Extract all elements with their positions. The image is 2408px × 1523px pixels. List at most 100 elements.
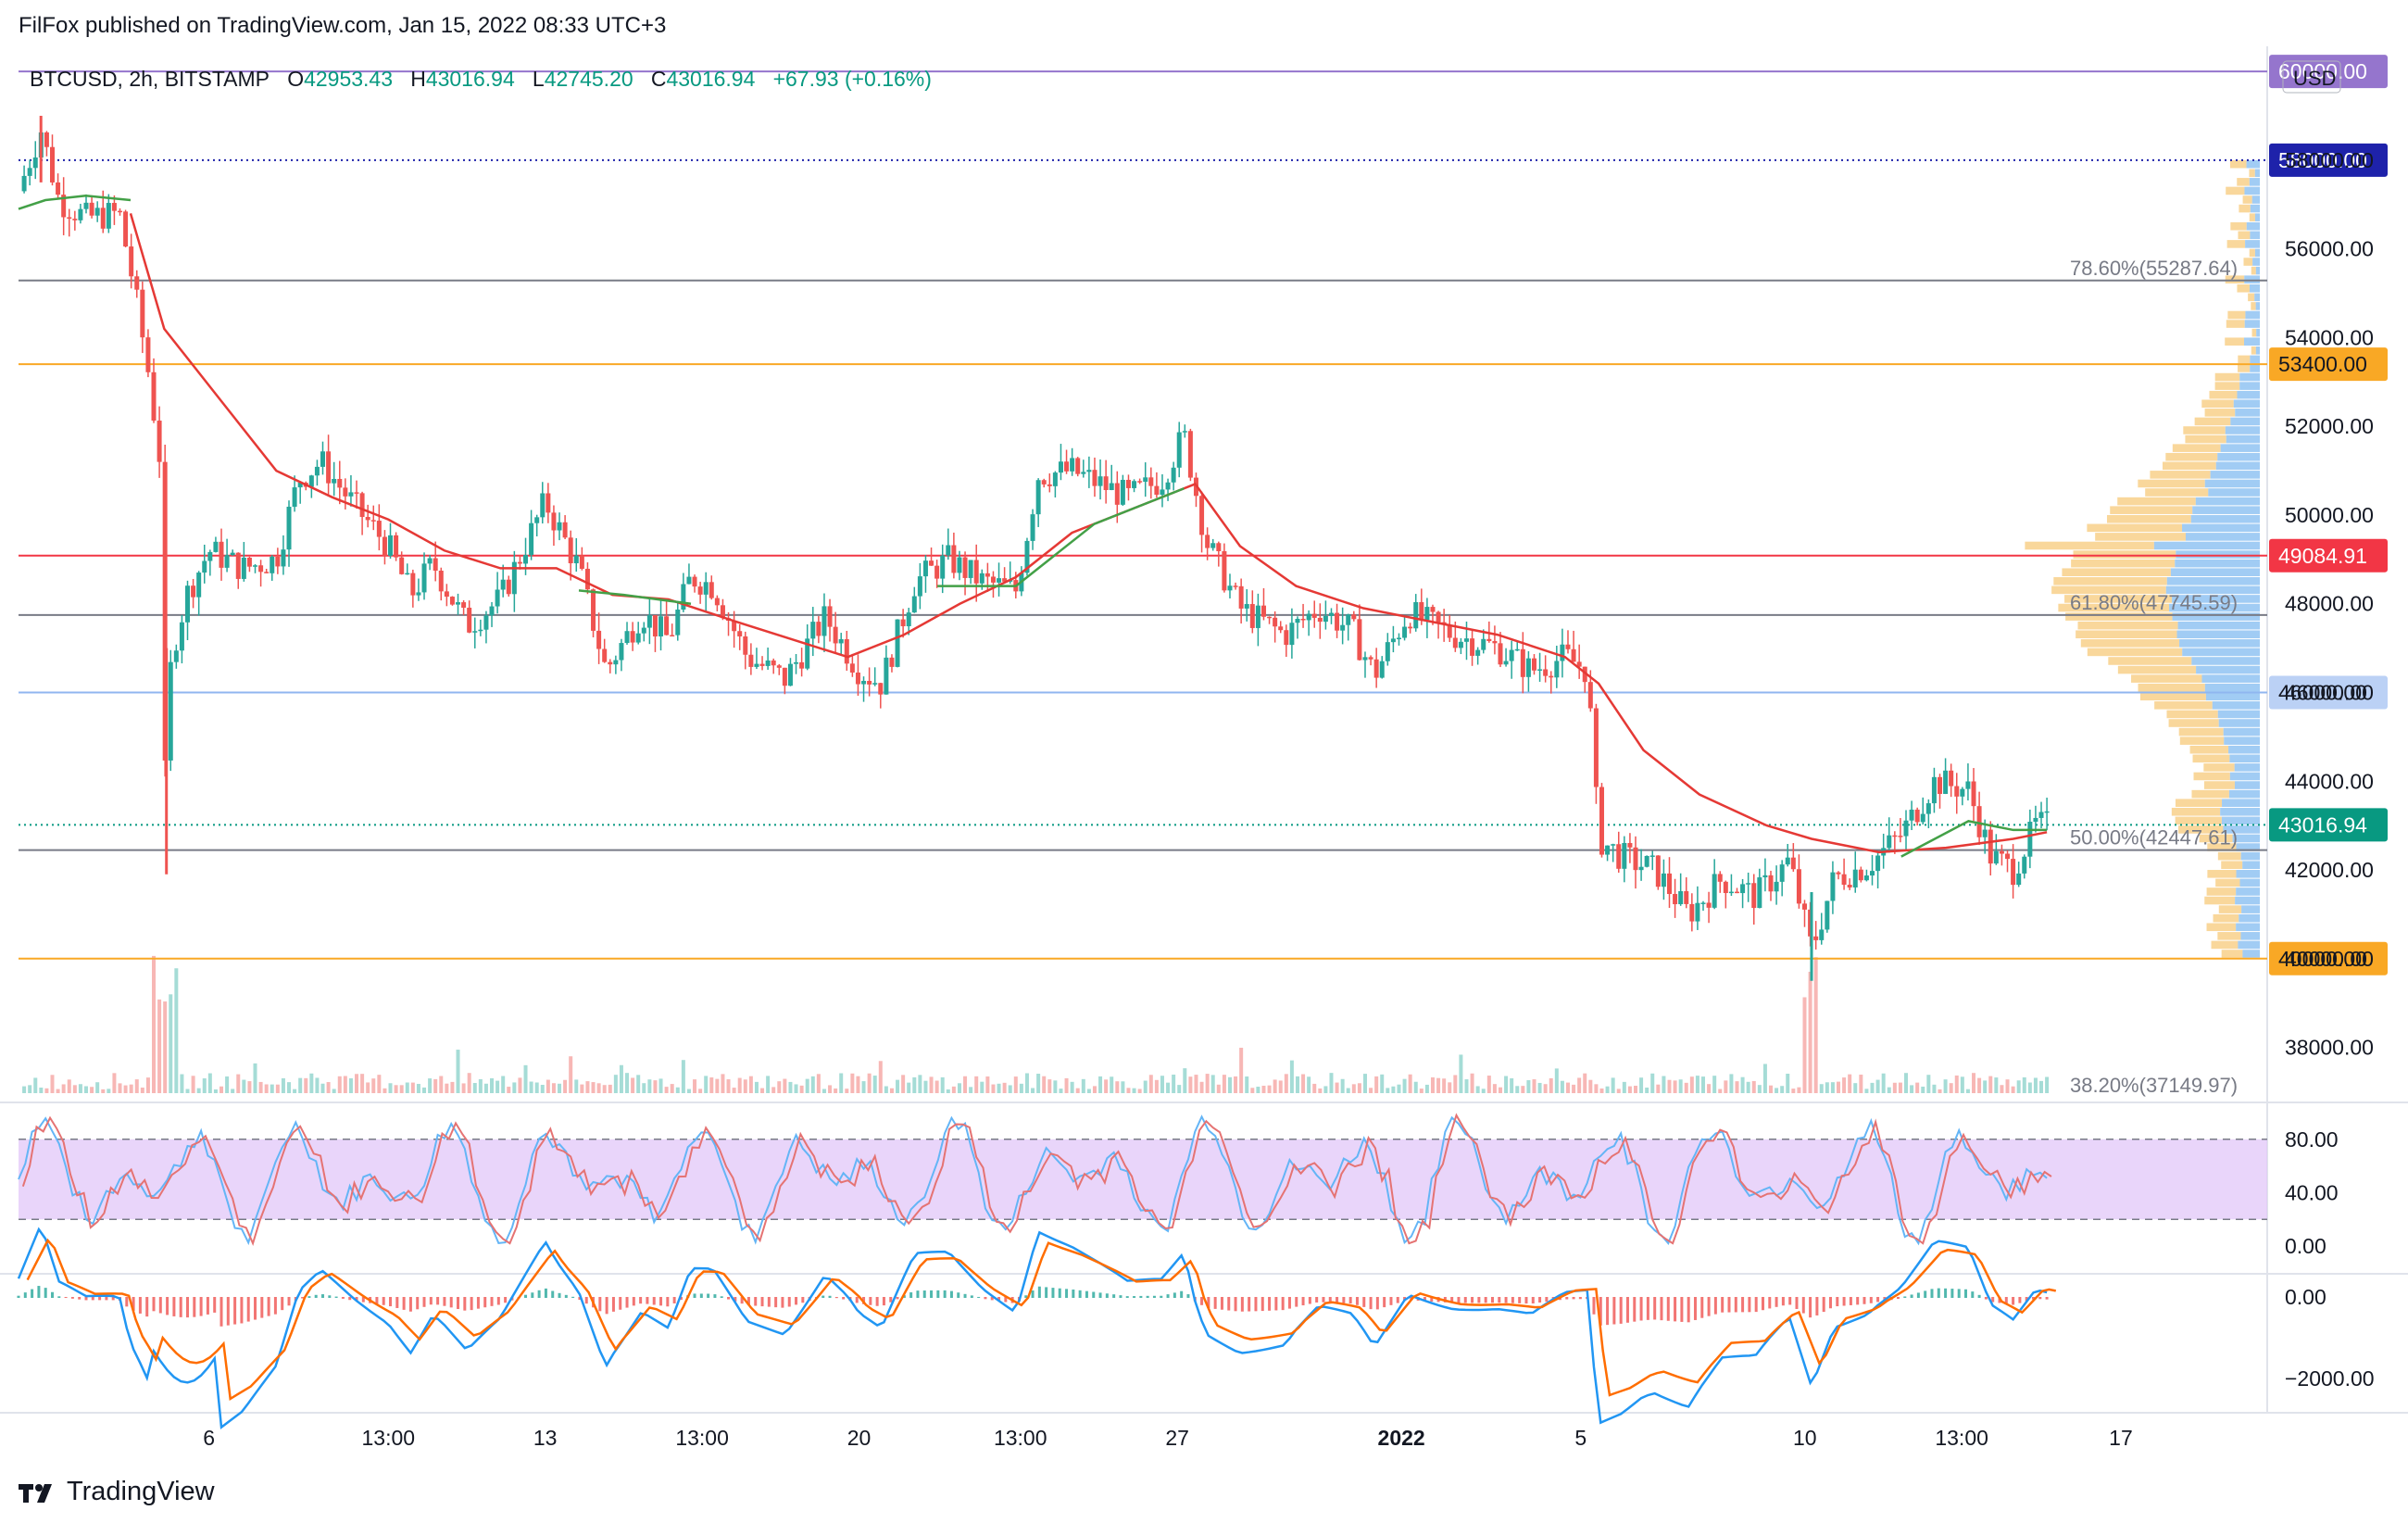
candle-body xyxy=(376,521,382,537)
macd-histogram-bar xyxy=(1450,1297,1454,1303)
volume-bar xyxy=(450,1081,455,1093)
candle-body xyxy=(1503,661,1509,665)
profile-bar-sell xyxy=(2239,204,2251,213)
macd-histogram-bar xyxy=(395,1297,399,1308)
candle-body xyxy=(844,638,849,664)
candle-body xyxy=(246,557,252,567)
high-key: H xyxy=(410,67,426,91)
volume-bar xyxy=(1926,1075,1931,1093)
volume-bar xyxy=(44,1088,49,1093)
candle-body xyxy=(1075,458,1081,474)
profile-bar-buy xyxy=(2175,559,2260,568)
volume-bar xyxy=(360,1074,365,1093)
macd-histogram-bar xyxy=(1592,1297,1596,1315)
volume-bar xyxy=(1504,1076,1509,1093)
volume-bar xyxy=(1059,1089,1063,1093)
volume-bar xyxy=(783,1078,787,1093)
volume-bar xyxy=(219,1086,224,1093)
profile-bar-sell xyxy=(2131,674,2202,683)
candle-body xyxy=(1413,601,1419,629)
profile-bar-buy xyxy=(2240,932,2260,940)
candle-body xyxy=(1249,604,1255,628)
volume-bar xyxy=(388,1083,393,1093)
volume-bar xyxy=(180,1074,184,1093)
profile-bar-buy xyxy=(2234,763,2260,772)
macd-histogram-bar xyxy=(1058,1288,1061,1298)
macd-histogram-bar xyxy=(1389,1297,1393,1305)
candle-body xyxy=(1340,624,1346,631)
volume-bar xyxy=(1577,1077,1582,1093)
time-tick-label: 13 xyxy=(533,1426,558,1450)
candle-body xyxy=(483,615,489,630)
candle-body xyxy=(1509,649,1514,661)
profile-bar-buy xyxy=(2254,169,2260,178)
candle-body xyxy=(1492,641,1498,644)
volume-bar xyxy=(78,1084,82,1093)
price-chart[interactable]: 60000.00 58000.00 53400.00 49084.91 46000.00… xyxy=(0,0,2408,1473)
candle-body xyxy=(1841,874,1847,885)
candle-body xyxy=(748,654,754,667)
volume-bar xyxy=(225,1076,230,1093)
volume-bar xyxy=(534,1082,539,1093)
candle-body xyxy=(382,536,387,556)
candle-body xyxy=(1430,607,1436,612)
profile-bar-buy xyxy=(2228,745,2260,754)
profile-bar-buy xyxy=(2223,727,2260,736)
volume-bar xyxy=(1086,1089,1091,1093)
volume-bar xyxy=(1227,1076,1232,1093)
candle-body xyxy=(1740,884,1746,894)
candle-body xyxy=(1182,431,1187,433)
candle-body xyxy=(838,638,844,644)
macd-histogram-bar xyxy=(1484,1297,1487,1303)
volume-bar xyxy=(1042,1076,1047,1093)
volume-bar xyxy=(889,1088,894,1093)
candle-body xyxy=(461,602,467,608)
volume-bar xyxy=(884,1086,888,1093)
candle-body xyxy=(670,635,675,637)
profile-bar-buy xyxy=(2224,736,2260,745)
candle-body xyxy=(1914,809,1920,823)
macd-histogram-bar xyxy=(186,1297,190,1318)
candle-body xyxy=(1892,835,1898,837)
volume-bar xyxy=(196,1088,201,1093)
macd-histogram-bar xyxy=(240,1297,244,1324)
candle-body xyxy=(281,549,286,567)
candle-body xyxy=(433,558,438,572)
volume-bar xyxy=(828,1085,833,1093)
candle-body xyxy=(1289,623,1295,646)
macd-histogram-bar xyxy=(1707,1297,1711,1316)
volume-bar xyxy=(107,1089,111,1093)
symbol-label[interactable]: BTCUSD, 2h, BITSTAMP xyxy=(30,67,270,91)
volume-bar xyxy=(1915,1082,1920,1093)
volume-bar xyxy=(799,1085,804,1093)
candle-body xyxy=(1887,835,1892,849)
tradingview-brand[interactable]: TradingView xyxy=(19,1477,215,1507)
volume-bar xyxy=(483,1083,488,1093)
volume-bar xyxy=(174,968,179,1093)
macd-histogram-bar xyxy=(1727,1297,1731,1313)
candle-body xyxy=(1267,616,1273,619)
macd-histogram-bar xyxy=(1775,1297,1778,1307)
candle-body xyxy=(911,596,917,613)
candle-body xyxy=(134,276,140,290)
candle-body xyxy=(191,585,196,598)
price-tick-label: 42000.00 xyxy=(2285,858,2374,882)
candle-body xyxy=(664,616,670,636)
volume-bar xyxy=(1008,1085,1012,1093)
volume-bar xyxy=(1650,1073,1655,1093)
candle-body xyxy=(416,592,421,596)
macd-axis-label: 0.00 xyxy=(2285,1285,2326,1309)
macd-histogram-bar xyxy=(1971,1291,1975,1298)
volume-bar xyxy=(1673,1080,1677,1093)
macd-histogram-bar xyxy=(1463,1297,1467,1303)
macd-histogram-bar xyxy=(1166,1294,1170,1298)
macd-histogram-bar xyxy=(943,1290,947,1298)
candle-body xyxy=(534,517,540,523)
volume-bar xyxy=(1295,1076,1299,1093)
sma-line xyxy=(18,194,132,210)
candle-body xyxy=(1925,803,1931,814)
profile-bar-buy xyxy=(2185,533,2260,541)
volume-bar xyxy=(399,1085,404,1093)
volume-bar xyxy=(293,1089,297,1093)
candle-body xyxy=(275,556,281,567)
